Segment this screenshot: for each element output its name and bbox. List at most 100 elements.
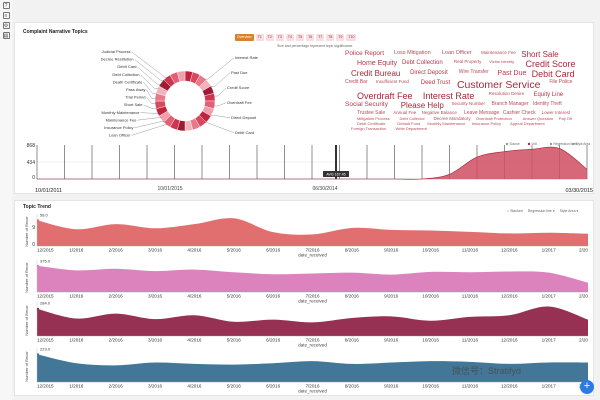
word-cloud-term[interactable]: Trustee Sale xyxy=(357,109,386,116)
word-cloud-term[interactable]: Credit Bureau xyxy=(351,69,401,78)
word-cloud-term[interactable]: File Police xyxy=(549,79,573,85)
word-cloud-term[interactable]: Monthly Maintenance xyxy=(427,121,466,126)
topic-button[interactable]: T8 xyxy=(326,34,335,41)
donut-leader-line xyxy=(131,124,169,136)
donut-leader-line xyxy=(134,121,165,128)
word-cloud-term[interactable]: Insurance Policy xyxy=(471,121,502,126)
word-cloud-term[interactable]: Debit Card xyxy=(531,69,575,79)
word-cloud-term[interactable]: Resolution Desire xyxy=(488,90,525,96)
add-button[interactable]: + xyxy=(580,380,594,394)
word-cloud-term[interactable]: Wire Transfer xyxy=(458,69,489,75)
word-cloud-term[interactable]: Foreign Transaction xyxy=(351,126,387,131)
word-cloud-term[interactable]: Annual Fee xyxy=(393,109,417,115)
menu-icon[interactable]: ≡ xyxy=(2,12,10,19)
layers-icon[interactable]: ▤ xyxy=(2,32,10,39)
topic-button[interactable]: T7 xyxy=(316,34,325,41)
word-cloud-term[interactable]: Debt Collection xyxy=(402,60,443,66)
word-cloud-term[interactable]: Please Help xyxy=(400,100,444,110)
x-tick-label: 4/2016 xyxy=(187,338,201,343)
topic-button[interactable]: T5 xyxy=(295,34,305,41)
word-cloud-term[interactable]: Debt Collector xyxy=(399,115,425,121)
x-tick-label: 10/2016 xyxy=(422,248,439,253)
word-cloud-term[interactable]: Decree Mandatory xyxy=(433,115,471,121)
word-cloud-term[interactable]: Lower Interest xyxy=(541,109,571,115)
legend-marker xyxy=(527,142,531,146)
word-cloud-term[interactable]: Interest Rate xyxy=(422,90,475,101)
donut-leader-line xyxy=(137,117,162,121)
x-tick-label: 1/2017 xyxy=(542,248,556,253)
trend-area xyxy=(37,354,588,382)
x-tick-label: 2/20 xyxy=(579,248,588,253)
word-cloud-term[interactable]: Deed Trust xyxy=(420,80,451,86)
settings-icon[interactable]: ⚙ xyxy=(2,22,10,29)
x-tick-label: 11/2016 xyxy=(462,384,479,389)
word-cloud-term[interactable]: Social Security xyxy=(345,100,388,108)
topic-donut-chart: Judicial Process Decree Restitution Debit … xyxy=(101,49,259,138)
word-cloud-term[interactable]: Maintenance Fee xyxy=(481,50,516,55)
trend-y-label: Number of Recor xyxy=(24,305,29,336)
word-cloud-term[interactable]: Negative Balance xyxy=(421,109,457,115)
topic-button[interactable]: T2 xyxy=(265,34,274,41)
word-cloud-term[interactable]: Victim Identity xyxy=(489,59,515,64)
word-cloud-term[interactable]: Pay Off xyxy=(558,115,573,121)
word-cloud-term[interactable]: Credit Bar xyxy=(345,79,368,85)
word-cloud-term[interactable]: Overdraft Protection xyxy=(476,115,512,121)
topic-button[interactable]: T6 xyxy=(306,34,315,41)
x-tick-label: 7/2016 xyxy=(305,294,319,299)
x-tick-label: 2/20 xyxy=(579,338,588,343)
x-tick-label: 1/2017 xyxy=(542,338,556,343)
trend-legend-item[interactable]: Regression line ▾ xyxy=(527,209,555,213)
word-cloud-term[interactable]: Home Equity xyxy=(357,60,398,67)
word-cloud-term[interactable]: Identity Theft xyxy=(532,100,562,107)
trend-y-label: Number of Recor xyxy=(24,351,29,382)
topic-button[interactable]: Overview xyxy=(235,34,254,41)
x-tick-label: 2/2016 xyxy=(109,384,123,389)
word-cloud-term[interactable]: Past Due xyxy=(497,70,527,77)
donut-leader-line xyxy=(210,72,231,87)
word-cloud-term[interactable]: Equity Line xyxy=(533,91,564,98)
word-cloud-term[interactable]: Leave Message xyxy=(464,109,500,116)
help-icon[interactable]: ? xyxy=(2,2,10,9)
word-cloud-term[interactable]: Real Property xyxy=(453,59,482,64)
word-cloud-term[interactable]: Overdraft Fee xyxy=(357,90,413,101)
x-tick-label: 6/2016 xyxy=(266,248,280,253)
donut-label: Credit Score xyxy=(227,85,250,90)
panel-title: Topic Trend xyxy=(23,204,51,210)
word-cloud-term[interactable]: Customer Service xyxy=(456,79,541,91)
word-cloud-term[interactable]: Security Number xyxy=(451,100,485,106)
word-cloud-term[interactable]: Answer Question xyxy=(522,115,554,121)
word-cloud-term[interactable]: Branch Manager xyxy=(491,100,529,107)
donut-label: Decree Restitution xyxy=(101,57,134,62)
y-tick-label: 0 xyxy=(32,175,35,181)
topic-button[interactable]: T3 xyxy=(275,34,284,41)
x-tick-label: 3/2016 xyxy=(148,248,162,253)
topic-button[interactable]: T1 xyxy=(255,34,264,41)
word-cloud-term[interactable]: Insufficient Fund xyxy=(376,79,409,84)
donut-label: Maintenance Fee xyxy=(106,117,138,122)
trend-legend-item[interactable]: Style Area ▾ xyxy=(559,209,579,213)
word-cloud-term[interactable]: Appeal Department xyxy=(510,121,545,126)
trend-legend-item[interactable]: ○ Stacked xyxy=(507,209,523,213)
word-cloud-term[interactable]: Write Department xyxy=(395,126,427,131)
topic-button[interactable]: T4 xyxy=(285,34,294,41)
word-cloud-term[interactable]: Loss Mitigation xyxy=(393,50,431,56)
word-cloud-term[interactable]: Police Report xyxy=(345,50,385,57)
x-tick-label: 3/2016 xyxy=(148,338,162,343)
donut-label: Debit Card xyxy=(235,130,254,135)
timeline-handle[interactable] xyxy=(335,145,337,179)
word-cloud-term[interactable]: Debit Certificate xyxy=(357,121,386,126)
legend-label: Volt xyxy=(532,142,537,146)
donut-label: Past Due xyxy=(231,70,248,75)
topic-button[interactable]: T10 xyxy=(346,34,357,41)
x-tick-label: 12/2016 xyxy=(501,294,518,299)
word-cloud-term[interactable]: Cashier Check xyxy=(502,109,536,116)
word-cloud-term[interactable]: Short Sale xyxy=(521,50,559,59)
word-cloud-term[interactable]: Loan Officer xyxy=(441,50,472,56)
word-cloud-term[interactable]: Mitigation Process xyxy=(357,115,390,121)
word-cloud-term[interactable]: Direct Deposit xyxy=(410,70,448,76)
topic-button[interactable]: T9 xyxy=(336,34,345,41)
donut-segment[interactable] xyxy=(176,70,186,82)
word-cloud-term[interactable]: Default Fund xyxy=(397,121,421,126)
word-cloud-term[interactable]: Credit Score xyxy=(525,59,576,69)
